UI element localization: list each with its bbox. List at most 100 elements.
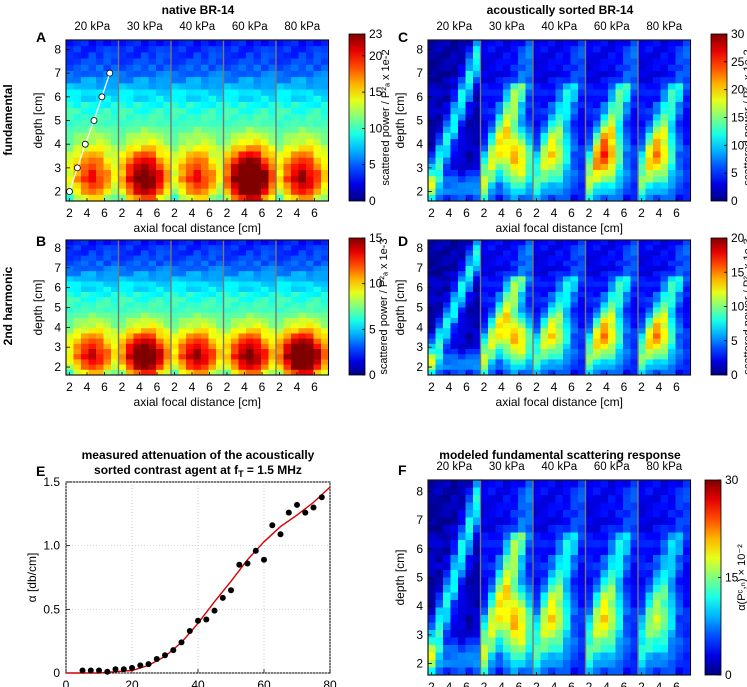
heatmap-cell (133, 297, 142, 303)
heatmap-cell (660, 667, 669, 676)
heatmap-C-subpanel-5 (638, 40, 691, 202)
heatmap-cell (555, 281, 564, 288)
heatmap-cell (495, 194, 504, 202)
heatmap-cell (450, 359, 459, 366)
heatmap-cell (306, 145, 314, 152)
heatmap-cell (283, 286, 292, 293)
panel-letter-F: F (398, 462, 407, 478)
heatmap-cell (638, 487, 646, 496)
heatmap-cell (600, 265, 609, 272)
heatmap-cell (291, 255, 299, 262)
heatmap-cell (126, 89, 134, 97)
heatmap-cell (615, 307, 624, 314)
heatmap-cell (615, 176, 624, 183)
heatmap-cell (443, 281, 451, 288)
x-tick-label: 6 (206, 206, 213, 220)
heatmap-cell (593, 281, 601, 288)
heatmap-cell (133, 40, 142, 47)
heatmap-cell (503, 52, 511, 59)
heatmap-cell (668, 120, 676, 128)
heatmap-cell (148, 89, 157, 97)
heatmap-cell (268, 157, 277, 165)
heatmap-cell (178, 333, 187, 340)
heatmap-cell (111, 46, 119, 53)
heatmap-cell (306, 349, 314, 355)
heatmap-cell (126, 281, 134, 288)
heatmap-cell (103, 302, 112, 308)
heatmap-cell (435, 58, 444, 66)
heatmap-cell (660, 502, 669, 511)
heatmap-cell (518, 297, 526, 303)
heatmap-cell (608, 114, 616, 121)
heatmap-cell (555, 364, 564, 371)
heatmap-cell (660, 312, 669, 319)
heatmap-cell (495, 570, 504, 578)
heatmap-cell (593, 139, 601, 146)
heatmap-cell (443, 245, 451, 251)
x-tick-label: 80 (323, 678, 337, 687)
heatmap-cell (141, 95, 149, 103)
heatmap-cell (645, 562, 654, 571)
heatmap-cell (660, 52, 669, 59)
heatmap-cell (428, 354, 436, 360)
data-point (294, 501, 300, 508)
heatmap-cell (103, 132, 112, 140)
heatmap-cell (608, 297, 616, 303)
heatmap-cell (570, 600, 579, 608)
heatmap-cell (253, 157, 262, 165)
heatmap-cell (480, 343, 489, 350)
heatmap-cell (118, 276, 127, 282)
heatmap-cell (623, 622, 631, 631)
heatmap-cell (268, 132, 277, 140)
heatmap-cell (555, 622, 564, 631)
heatmap-cell (238, 297, 247, 303)
heatmap-cell (216, 271, 224, 277)
heatmap-cell (503, 354, 511, 360)
heatmap-cell (66, 312, 74, 319)
heatmap-cell (216, 307, 224, 314)
heatmap-cell (525, 89, 534, 97)
heatmap-cell (473, 114, 481, 121)
heatmap-cell (238, 95, 247, 103)
heatmap-cell (253, 126, 262, 134)
heatmap-cell (450, 297, 459, 303)
heatmap-cell (510, 64, 519, 72)
heatmap-cell (675, 145, 684, 152)
colorbar-tick-label: 5 (731, 334, 738, 348)
heatmap-cell (563, 286, 571, 293)
heatmap-cell (261, 354, 269, 360)
heatmap-cell (518, 95, 526, 103)
heatmap-cell (208, 157, 217, 165)
heatmap-cell (133, 176, 142, 183)
y-tick-label: 5 (54, 301, 61, 315)
heatmap-cell (450, 120, 459, 128)
heatmap-cell (668, 585, 676, 593)
heatmap-cell (73, 157, 82, 165)
heatmap-cell (435, 108, 444, 115)
heatmap-cell (261, 302, 269, 308)
heatmap-cell (283, 101, 292, 109)
heatmap-cell (73, 101, 82, 109)
heatmap-cell (458, 126, 466, 134)
heatmap-cell (443, 312, 451, 319)
heatmap-cell (231, 114, 239, 121)
heatmap-cell (111, 245, 119, 251)
heatmap-cell (510, 600, 519, 608)
heatmap-cell (645, 250, 654, 256)
heatmap-cell (585, 585, 594, 593)
heatmap-cell (443, 317, 451, 324)
heatmap-cell (283, 250, 292, 256)
x-tick-label: 6 (516, 206, 523, 220)
heatmap-cell (653, 510, 661, 518)
heatmap-cell (231, 359, 239, 366)
heatmap-cell (608, 532, 616, 541)
heatmap-cell (570, 139, 579, 146)
heatmap-cell (443, 176, 451, 183)
heatmap-cell (118, 163, 127, 171)
heatmap-cell (435, 525, 444, 533)
heatmap-cell (510, 182, 519, 190)
heatmap-cell (540, 163, 549, 171)
heatmap-cell (178, 70, 187, 78)
heatmap-cell (630, 83, 639, 90)
heatmap-cell (238, 101, 247, 109)
